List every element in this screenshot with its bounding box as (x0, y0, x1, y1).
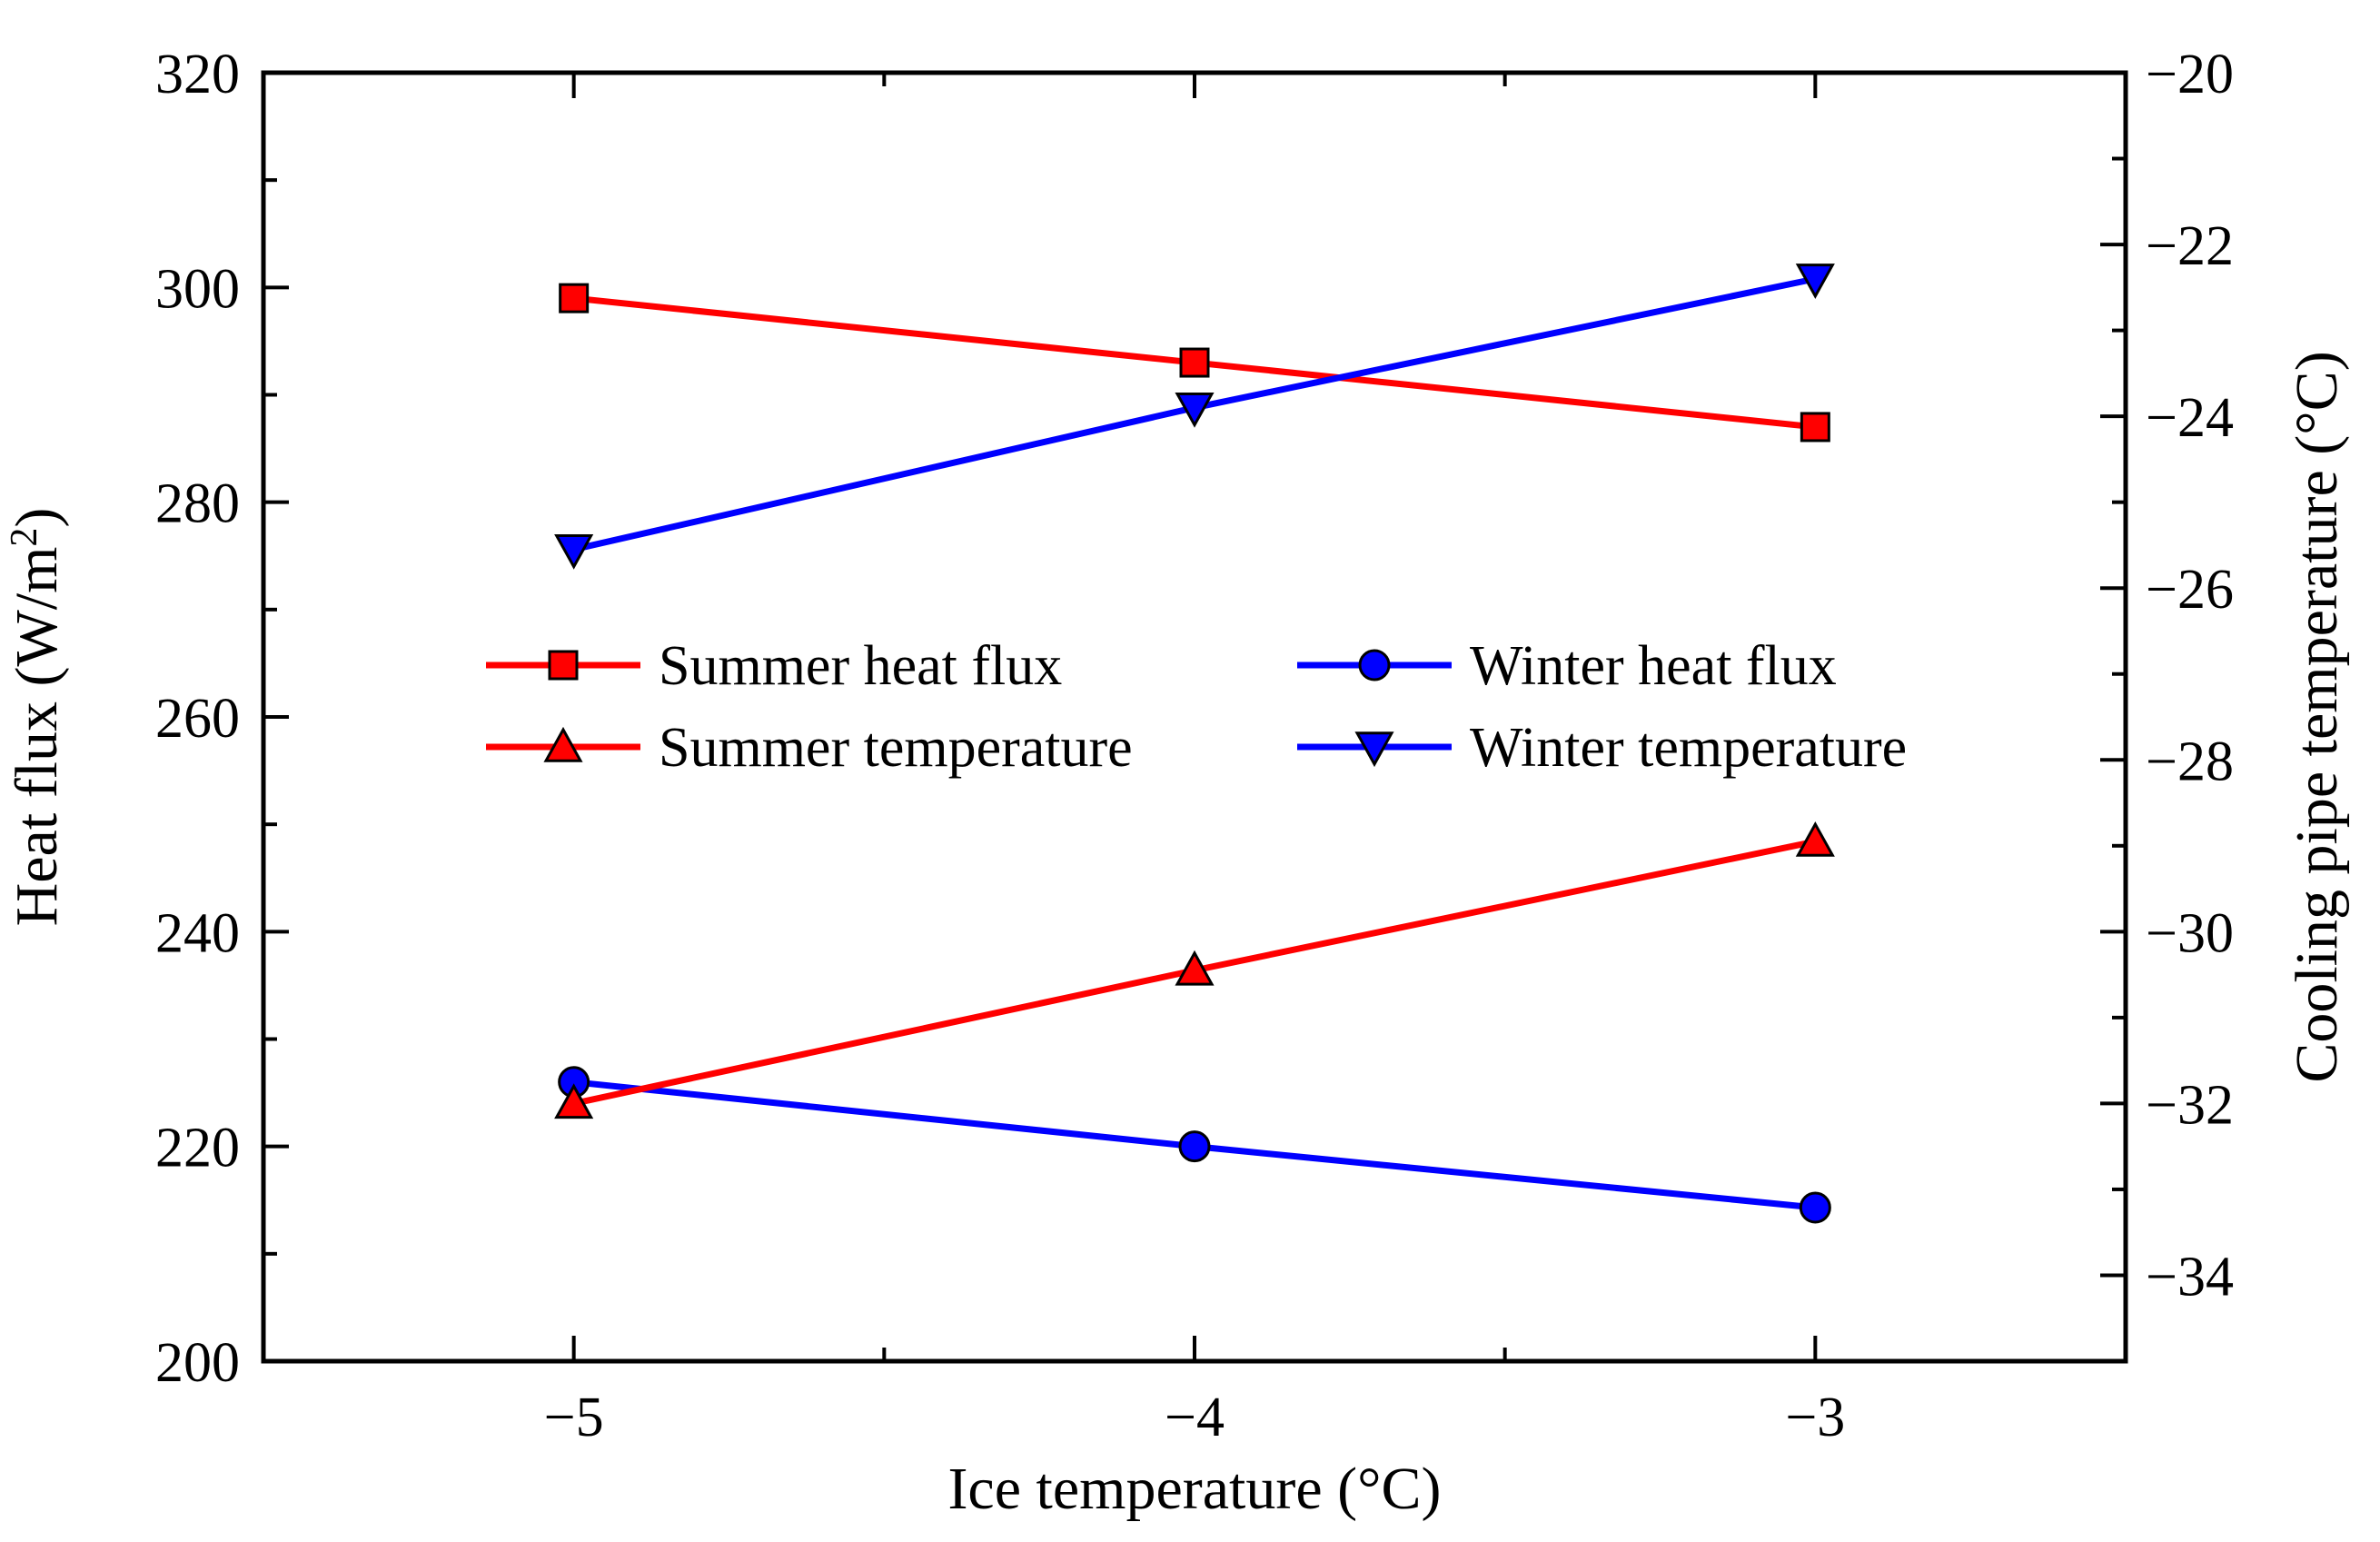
series-summer-heat-flux (559, 283, 1830, 443)
y-left-tick-label: 220 (155, 1118, 240, 1179)
data-point (1795, 264, 1835, 299)
y-left-tick-label: 280 (155, 473, 240, 535)
y-right-tick-label: −30 (2146, 902, 2234, 964)
data-point (1178, 1130, 1211, 1163)
y-left-tick-label: 320 (155, 44, 240, 105)
y-axis-left-title-sup: 2 (4, 528, 45, 547)
legend-marker (1354, 731, 1394, 768)
y-right-tick-label: −22 (2146, 215, 2234, 277)
legend-entry: Summer heat flux (486, 635, 1062, 697)
y-left-tick-label: 260 (155, 688, 240, 750)
x-tick-label: −4 (1165, 1387, 1225, 1448)
x-tick-label: −3 (1785, 1387, 1845, 1448)
data-point (1179, 347, 1210, 378)
tick-labels: −5 −4 −3 200 220 240 260 280 300 320 −34 −32 −30 −28 −… (155, 44, 2234, 1448)
data-point (554, 1083, 594, 1119)
y-right-tick-label: −34 (2146, 1246, 2234, 1308)
data-point (559, 283, 590, 313)
y-right-tick-label: −20 (2146, 44, 2234, 105)
legend-label: Summer heat flux (659, 635, 1062, 697)
data-point (1799, 1191, 1831, 1224)
legend-label: Summer temperature (659, 717, 1133, 779)
legend: Summer heat flux Winter heat flux Summer t… (486, 635, 1907, 779)
legend-label: Winter temperature (1470, 717, 1907, 779)
y-right-tick-label: −28 (2146, 731, 2234, 792)
legend-entry: Winter temperature (1297, 717, 1907, 779)
y-left-tick-label: 240 (155, 902, 240, 964)
series-summer-temperature (554, 821, 1835, 1119)
legend-label: Winter heat flux (1470, 635, 1837, 697)
legend-marker (1358, 649, 1391, 681)
x-axis-title: Ice temperature (°C) (947, 1456, 1441, 1522)
legend-entry: Winter heat flux (1297, 635, 1837, 697)
plot-frame (261, 70, 2128, 1364)
y-right-tick-label: −26 (2146, 559, 2234, 621)
y-right-tick-label: −32 (2146, 1074, 2234, 1136)
series-winter-temperature (554, 264, 1835, 570)
series-layer (554, 264, 1835, 1224)
data-point (1175, 950, 1215, 986)
y-left-tick-label: 200 (155, 1332, 240, 1394)
y-axis-right-title: Cooling pipe temperature (°C) (2284, 351, 2350, 1082)
legend-marker (548, 650, 579, 681)
series-winter-heat-flux (558, 1066, 1831, 1224)
legend-marker (543, 726, 583, 762)
x-tick-label: −5 (544, 1387, 604, 1448)
y-axis-left-title: Heat flux (W/m2) (4, 508, 70, 927)
data-point (1175, 392, 1215, 428)
data-point (554, 533, 594, 570)
data-point (1800, 412, 1830, 443)
y-right-tick-label: −24 (2146, 387, 2234, 449)
y-left-tick-label: 300 (155, 258, 240, 320)
legend-entry: Summer temperature (486, 717, 1133, 779)
data-point (1795, 821, 1835, 857)
